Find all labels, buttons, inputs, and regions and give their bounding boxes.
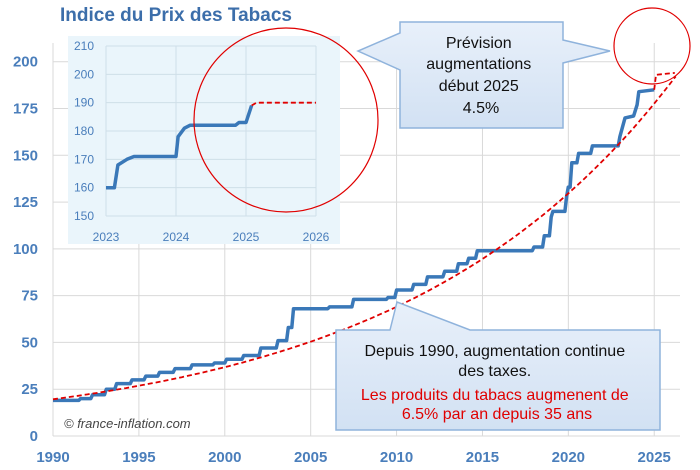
main-x-tick-label: 2015 bbox=[466, 449, 499, 466]
inset-panel bbox=[68, 36, 340, 244]
main-y-tick-label: 25 bbox=[21, 381, 38, 398]
forecast-dashed-line bbox=[653, 72, 675, 90]
forecast-line-1: Prévision bbox=[446, 35, 512, 52]
trend-line-3: Les produits du tabacs augmenent de bbox=[361, 387, 629, 404]
forecast-callout-text: Prévision augmentations début 2025 4.5% bbox=[426, 35, 535, 117]
main-y-tick-label: 200 bbox=[13, 54, 38, 71]
inset-x-tick-label: 2023 bbox=[93, 230, 120, 244]
inset-grid bbox=[105, 45, 317, 217]
trend-line-1: Depuis 1990, augmentation continue bbox=[364, 343, 625, 360]
main-x-tick-label: 2000 bbox=[208, 449, 241, 466]
highlight-circle-main bbox=[613, 7, 691, 85]
inset-x-tick-label: 2025 bbox=[233, 230, 260, 244]
inset-y-tick-label: 160 bbox=[74, 181, 94, 195]
inset-index-line bbox=[106, 104, 254, 190]
tobacco-index-line bbox=[53, 88, 655, 403]
inset-y-tick-label: 200 bbox=[74, 67, 94, 81]
main-y-tick-label: 175 bbox=[13, 101, 38, 118]
trend-line-2: des taxes. bbox=[458, 363, 531, 380]
main-y-ticks: 0 25 50 75 100 125 150 175 200 bbox=[13, 54, 38, 445]
main-series bbox=[52, 72, 677, 403]
inset-y-tick-label: 180 bbox=[74, 124, 94, 138]
main-y-tick-label: 100 bbox=[13, 241, 38, 258]
main-x-tick-label: 2020 bbox=[552, 449, 585, 466]
main-x-tick-label: 2005 bbox=[294, 449, 327, 466]
forecast-callout bbox=[356, 21, 611, 129]
main-x-tick-label: 1995 bbox=[122, 449, 155, 466]
main-x-ticks: 1990 1995 2000 2005 2010 2015 2020 2025 bbox=[36, 449, 671, 466]
inset-y-ticks: 150 160 170 180 190 200 210 bbox=[74, 39, 94, 223]
inset-y-tick-label: 170 bbox=[74, 152, 94, 166]
inset-forecast-dashed-line bbox=[251, 101, 316, 107]
main-x-tick-label: 2025 bbox=[638, 449, 671, 466]
inset-y-tick-label: 210 bbox=[74, 39, 94, 53]
forecast-line-2: augmentations bbox=[426, 56, 531, 73]
inset-x-tick-label: 2024 bbox=[163, 230, 190, 244]
trend-callout bbox=[335, 300, 661, 431]
inset-y-tick-label: 190 bbox=[74, 96, 94, 110]
forecast-line-3: début 2025 bbox=[439, 78, 519, 95]
trend-callout-text: Depuis 1990, augmentation continue des t… bbox=[361, 343, 633, 423]
main-x-tick-label: 2010 bbox=[380, 449, 413, 466]
main-y-tick-label: 75 bbox=[21, 288, 38, 305]
highlight-circle-inset bbox=[193, 27, 379, 213]
forecast-line-4: 4.5% bbox=[463, 100, 499, 117]
main-y-tick-label: 50 bbox=[21, 334, 38, 351]
main-y-tick-label: 150 bbox=[13, 147, 38, 164]
inset-x-tick-label: 2026 bbox=[303, 230, 330, 244]
chart-title: Indice du Prix des Tabacs bbox=[60, 5, 292, 26]
credit-text: © france-inflation.com bbox=[64, 416, 191, 431]
inset-x-ticks: 2023 2024 2025 2026 bbox=[93, 230, 330, 244]
inset-y-tick-label: 150 bbox=[74, 209, 94, 223]
main-x-tick-label: 1990 bbox=[36, 449, 69, 466]
trend-curve-6-5pct bbox=[52, 75, 677, 401]
inset-series bbox=[106, 101, 316, 190]
main-y-tick-label: 125 bbox=[13, 194, 38, 211]
main-y-tick-label: 0 bbox=[30, 428, 38, 445]
trend-line-4: 6.5% par an depuis 35 ans bbox=[402, 406, 592, 423]
